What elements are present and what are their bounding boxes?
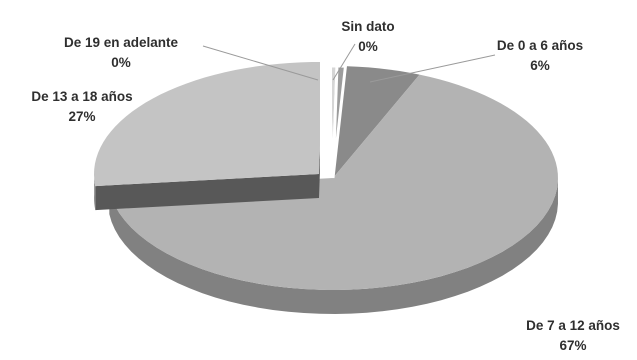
slice-percent-label: 27% xyxy=(68,109,95,124)
slice-percent-label: 67% xyxy=(559,338,586,353)
pie-slice-2 xyxy=(333,66,420,178)
slice-label: De 13 a 18 años xyxy=(31,89,132,104)
pie-slice-side xyxy=(94,170,96,211)
slice-percent-label: 6% xyxy=(530,58,550,73)
slice-label: Sin dato xyxy=(341,19,394,34)
pie-slice-top xyxy=(333,66,420,178)
slice-label: De 0 a 6 años xyxy=(497,38,583,53)
slice-label: De 7 a 12 años xyxy=(526,318,620,333)
leader-line xyxy=(202,45,319,81)
pie-slice-top xyxy=(94,62,323,187)
pie-slice-wall xyxy=(95,174,320,211)
pie-slice-side xyxy=(109,179,558,314)
leader-line xyxy=(332,43,356,81)
pie-labels: Sin dato 0% De 0 a 6 años 6% De 7 a 12 años 6… xyxy=(31,19,620,353)
pie-slices xyxy=(94,62,558,314)
pie-slice-3 xyxy=(109,74,558,314)
leader-line xyxy=(369,54,496,83)
slice-percent-label: 0% xyxy=(358,39,378,54)
zero-slice-gap xyxy=(320,62,332,178)
pie-slice-top xyxy=(109,74,558,290)
slice-label: De 19 en adelante xyxy=(64,35,179,50)
pie-slice-4 xyxy=(94,62,323,211)
slice-percent-label: 0% xyxy=(111,55,131,70)
